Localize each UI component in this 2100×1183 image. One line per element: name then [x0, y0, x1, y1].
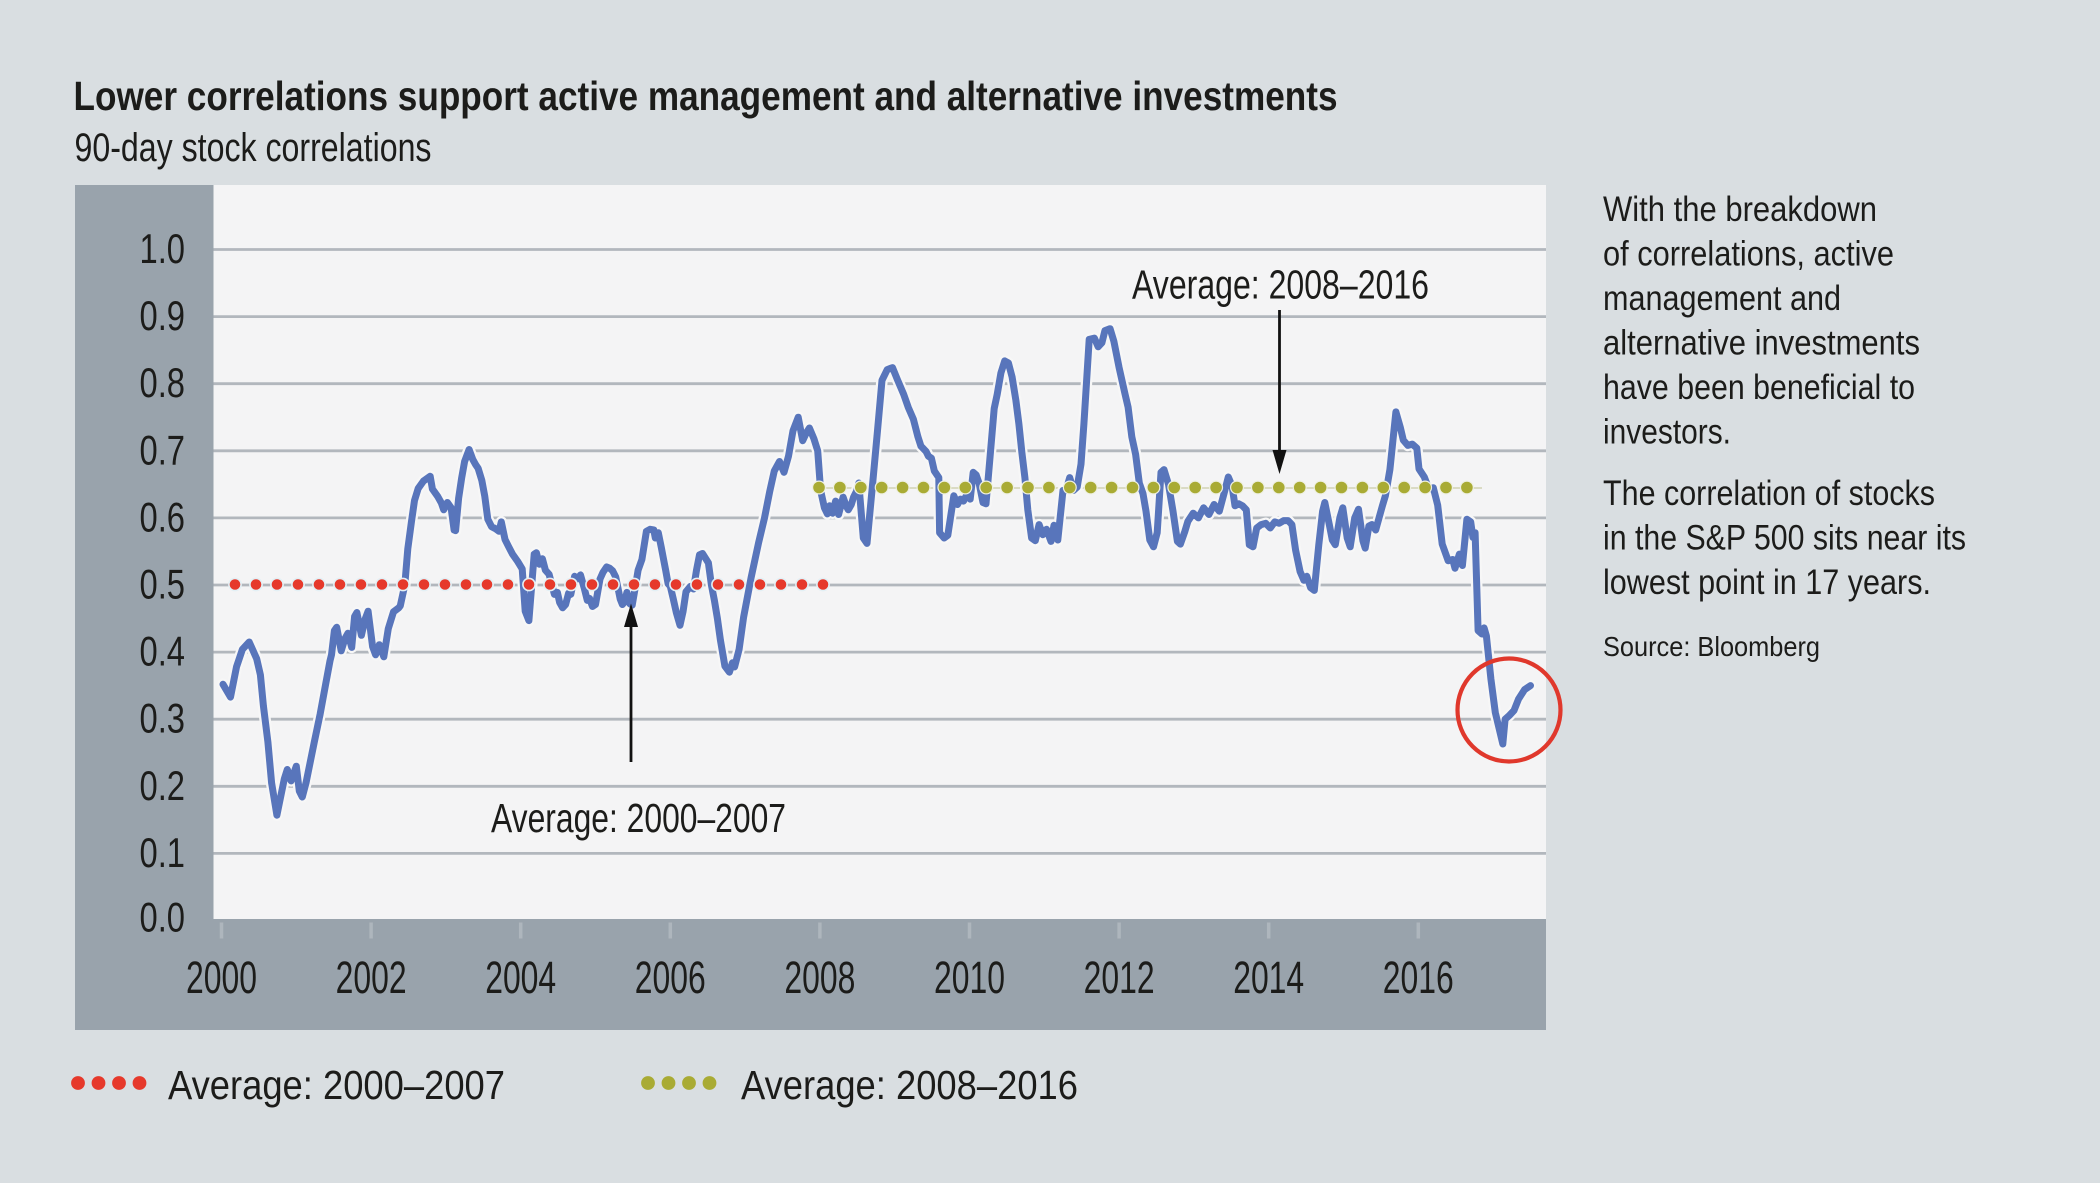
- svg-text:of correlations, active: of correlations, active: [1603, 235, 1894, 274]
- svg-text:Source: Bloomberg: Source: Bloomberg: [1603, 631, 1820, 662]
- svg-text:2000: 2000: [186, 952, 257, 1003]
- svg-text:2014: 2014: [1233, 952, 1304, 1003]
- svg-text:in the S&P 500 sits near its: in the S&P 500 sits near its: [1603, 519, 1966, 558]
- svg-text:management and: management and: [1603, 279, 1841, 318]
- svg-text:0.3: 0.3: [140, 695, 186, 742]
- svg-text:2008: 2008: [784, 952, 855, 1003]
- svg-text:0.5: 0.5: [140, 561, 186, 608]
- svg-text:have been beneficial to: have been beneficial to: [1603, 368, 1915, 407]
- svg-text:investors.: investors.: [1603, 413, 1731, 452]
- svg-text:Lower correlations support act: Lower correlations support active manage…: [74, 73, 1338, 119]
- svg-text:lowest point in 17 years.: lowest point in 17 years.: [1603, 563, 1931, 602]
- svg-text:Average: 2000–2007: Average: 2000–2007: [491, 795, 786, 841]
- svg-text:The correlation of stocks: The correlation of stocks: [1603, 474, 1935, 513]
- svg-text:2010: 2010: [934, 952, 1005, 1003]
- svg-text:0.7: 0.7: [140, 426, 186, 473]
- svg-text:0.6: 0.6: [140, 493, 186, 540]
- svg-text:Average: 2000–2007: Average: 2000–2007: [168, 1062, 505, 1108]
- svg-text:2012: 2012: [1084, 952, 1155, 1003]
- svg-text:1.0: 1.0: [140, 225, 186, 272]
- svg-text:0.9: 0.9: [140, 292, 186, 339]
- svg-text:With the breakdown: With the breakdown: [1603, 190, 1877, 229]
- svg-text:Average: 2008–2016: Average: 2008–2016: [1132, 262, 1429, 308]
- svg-text:0.1: 0.1: [140, 829, 186, 876]
- svg-text:2016: 2016: [1383, 952, 1454, 1003]
- svg-text:2006: 2006: [635, 952, 706, 1003]
- svg-text:0.0: 0.0: [140, 894, 186, 941]
- svg-text:0.2: 0.2: [140, 762, 186, 809]
- svg-text:0.4: 0.4: [140, 628, 186, 675]
- svg-text:2004: 2004: [485, 952, 556, 1003]
- svg-text:alternative investments: alternative investments: [1603, 324, 1920, 363]
- svg-text:90-day stock correlations: 90-day stock correlations: [75, 126, 432, 170]
- svg-text:0.8: 0.8: [140, 359, 186, 406]
- svg-text:2002: 2002: [336, 952, 407, 1003]
- svg-text:Average: 2008–2016: Average: 2008–2016: [741, 1062, 1078, 1108]
